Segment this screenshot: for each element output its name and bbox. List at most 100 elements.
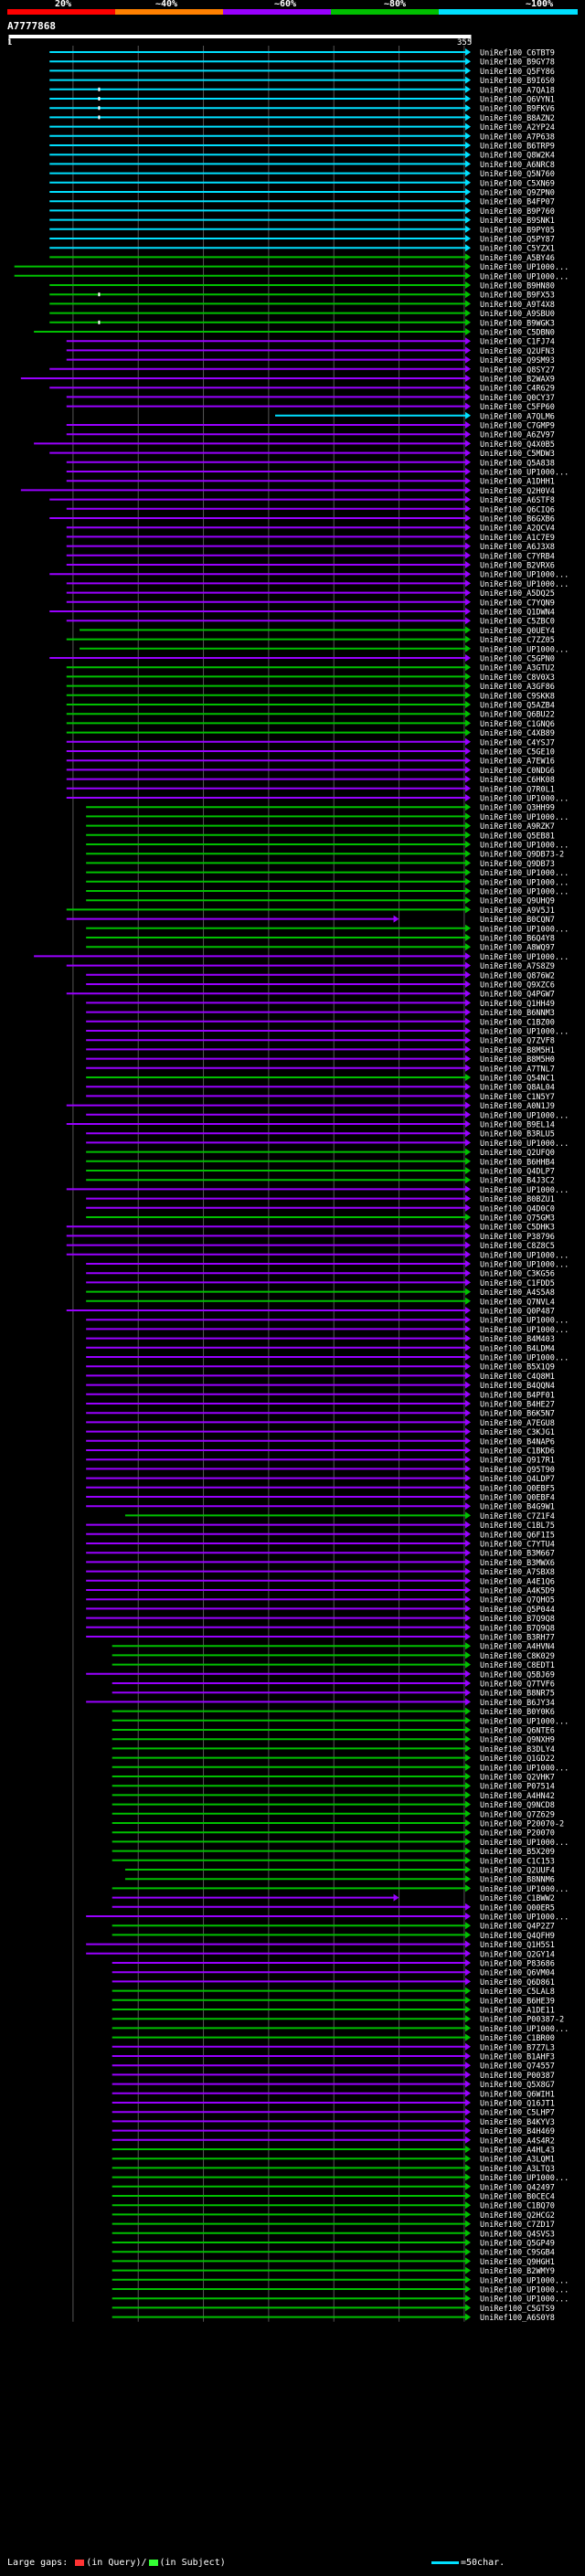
hit-label: UniRef100_C9SGB4: [480, 2249, 555, 2258]
hit-label: UniRef100_A3GF86: [480, 683, 555, 692]
hit-label: UniRef100_C3KG56: [480, 1270, 555, 1279]
hit-arrow: [465, 2192, 471, 2200]
hit-label: UniRef100_C0NDG6: [480, 767, 555, 776]
hit-arrow: [465, 1203, 471, 1212]
hit-arrow: [465, 1614, 471, 1622]
hit-label: UniRef100_UP1000...: [480, 1111, 569, 1120]
hit-arrow: [465, 1540, 471, 1547]
hit-label: UniRef100_C8EDT1: [480, 1661, 555, 1670]
hit-arrow: [465, 1809, 471, 1818]
hit-arrow: [465, 598, 471, 606]
hit-label: UniRef100_C4Q8M1: [480, 1373, 555, 1382]
hit-arrow: [465, 841, 471, 848]
hit-label: UniRef100_UP1000...: [480, 878, 569, 887]
hit-label: UniRef100_B4QQN4: [480, 1382, 555, 1391]
legend-bar-purple: [223, 9, 331, 15]
hit-arrow: [465, 1521, 471, 1529]
hit-label: UniRef100_Q5EB81: [480, 832, 555, 841]
hit-label: UniRef100_C1GNQ6: [480, 720, 555, 729]
hit-arrow: [465, 952, 471, 960]
hit-label: UniRef100_Q9ZPN0: [480, 189, 555, 198]
hit-label: UniRef100_B7Z7L3: [480, 2043, 555, 2052]
hit-label: UniRef100_Q2UFQ0: [480, 1149, 555, 1158]
gap-marker: [98, 115, 101, 120]
query-gap-swatch: [75, 2559, 85, 2566]
hit-label: UniRef100_A7EW16: [480, 758, 555, 767]
hit-arrow: [465, 1726, 471, 1733]
hit-label: UniRef100_B3RLU5: [480, 1130, 555, 1140]
hit-arrow: [465, 1819, 471, 1827]
hit-arrow: [465, 1502, 471, 1511]
hit-arrow: [465, 1232, 471, 1240]
hit-arrow: [465, 850, 471, 858]
hit-label: UniRef100_A9T4X8: [480, 301, 555, 310]
hit-arrow: [465, 2201, 471, 2210]
hit-arrow: [465, 281, 471, 289]
hit-label: UniRef100_A4K5D9: [480, 1587, 555, 1596]
hit-label: UniRef100_Q5X8G7: [480, 2081, 555, 2090]
hit-arrow: [465, 1129, 471, 1138]
hit-arrow: [465, 579, 471, 588]
hit-arrow: [465, 542, 471, 550]
hit-arrow: [465, 1744, 471, 1753]
hit-arrow: [465, 1083, 471, 1091]
legend-bar-red: [7, 9, 115, 15]
hit-arrow: [465, 1660, 471, 1669]
hit-label: UniRef100_Q8AL04: [480, 1084, 555, 1093]
hit-label: UniRef100_A9SBU0: [480, 310, 555, 319]
hit-arrow: [465, 1120, 471, 1128]
hit-arrow: [465, 1847, 471, 1855]
hit-arrow: [465, 244, 471, 252]
hit-label: UniRef100_C5LHP7: [480, 2109, 555, 2118]
hit-arrow: [465, 981, 471, 988]
hit-arrow: [465, 1977, 471, 1986]
hit-label: UniRef100_Q0CY37: [480, 394, 555, 403]
hit-label: UniRef100_UP1000...: [480, 1140, 569, 1149]
hit-label: UniRef100_P20070: [480, 1829, 555, 1839]
hit-label: UniRef100_C7Z1F4: [480, 1512, 555, 1521]
hit-label: UniRef100_C5FP60: [480, 403, 555, 412]
hit-arrow: [465, 477, 471, 485]
hit-arrow: [465, 524, 471, 532]
hit-label: UniRef100_A8WQ97: [480, 944, 555, 953]
hit-label: UniRef100_UP1000...: [480, 953, 569, 962]
hit-label: UniRef100_A4HVN4: [480, 1643, 555, 1652]
hit-label: UniRef100_Q1H5S1: [480, 1941, 555, 1950]
hit-label: UniRef100_C1BWW2: [480, 1894, 555, 1903]
hit-arrow: [465, 1651, 471, 1659]
hit-label: UniRef100_C1BR00: [480, 2034, 555, 2043]
hit-arrow: [465, 1194, 471, 1203]
hit-arrow: [465, 859, 471, 867]
hit-arrow: [465, 2042, 471, 2051]
hit-arrow: [465, 1447, 471, 1454]
legend-bar-cyan: [439, 9, 578, 15]
hit-label: UniRef100_C1N5Y7: [480, 1093, 555, 1102]
hit-label: UniRef100_B4NAP6: [480, 1437, 555, 1447]
identity-color-legend: 20% ~40% ~60% ~80% ~100%: [0, 0, 585, 16]
hit-arrow: [465, 1623, 471, 1631]
hit-label: UniRef100_UP1000...: [480, 795, 569, 804]
hit-label: UniRef100_UP1000...: [480, 1354, 569, 1363]
hit-arrow: [465, 2210, 471, 2219]
hit-label: UniRef100_A4S4R2: [480, 2136, 555, 2146]
hit-label: UniRef100_B4G9W1: [480, 1503, 555, 1512]
hit-label: UniRef100_B4M403: [480, 1335, 555, 1344]
hit-label: UniRef100_UP1000...: [480, 272, 569, 281]
hit-arrow: [465, 990, 471, 998]
hit-label: UniRef100_C3KJG1: [480, 1428, 555, 1437]
hit-label: UniRef100_A7S8Z9: [480, 962, 555, 971]
hit-arrow: [465, 2136, 471, 2144]
scale-legend: =50char.: [430, 2557, 505, 2570]
hit-label: UniRef100_B0CEC4: [480, 2193, 555, 2202]
hit-arrow: [465, 2089, 471, 2097]
hit-label: UniRef100_C5ZBC0: [480, 618, 555, 627]
hit-label: UniRef100_B5X1Q9: [480, 1363, 555, 1373]
hit-arrow: [465, 1372, 471, 1380]
hit-arrow: [465, 831, 471, 839]
hit-arrow: [465, 1576, 471, 1585]
hit-arrow: [465, 2182, 471, 2190]
hit-label: UniRef100_Q1HH49: [480, 1000, 555, 1009]
hit-label: UniRef100_B9HN80: [480, 282, 555, 292]
hit-label: UniRef100_UP1000...: [480, 2276, 569, 2285]
hit-label: UniRef100_Q2UFN3: [480, 347, 555, 356]
